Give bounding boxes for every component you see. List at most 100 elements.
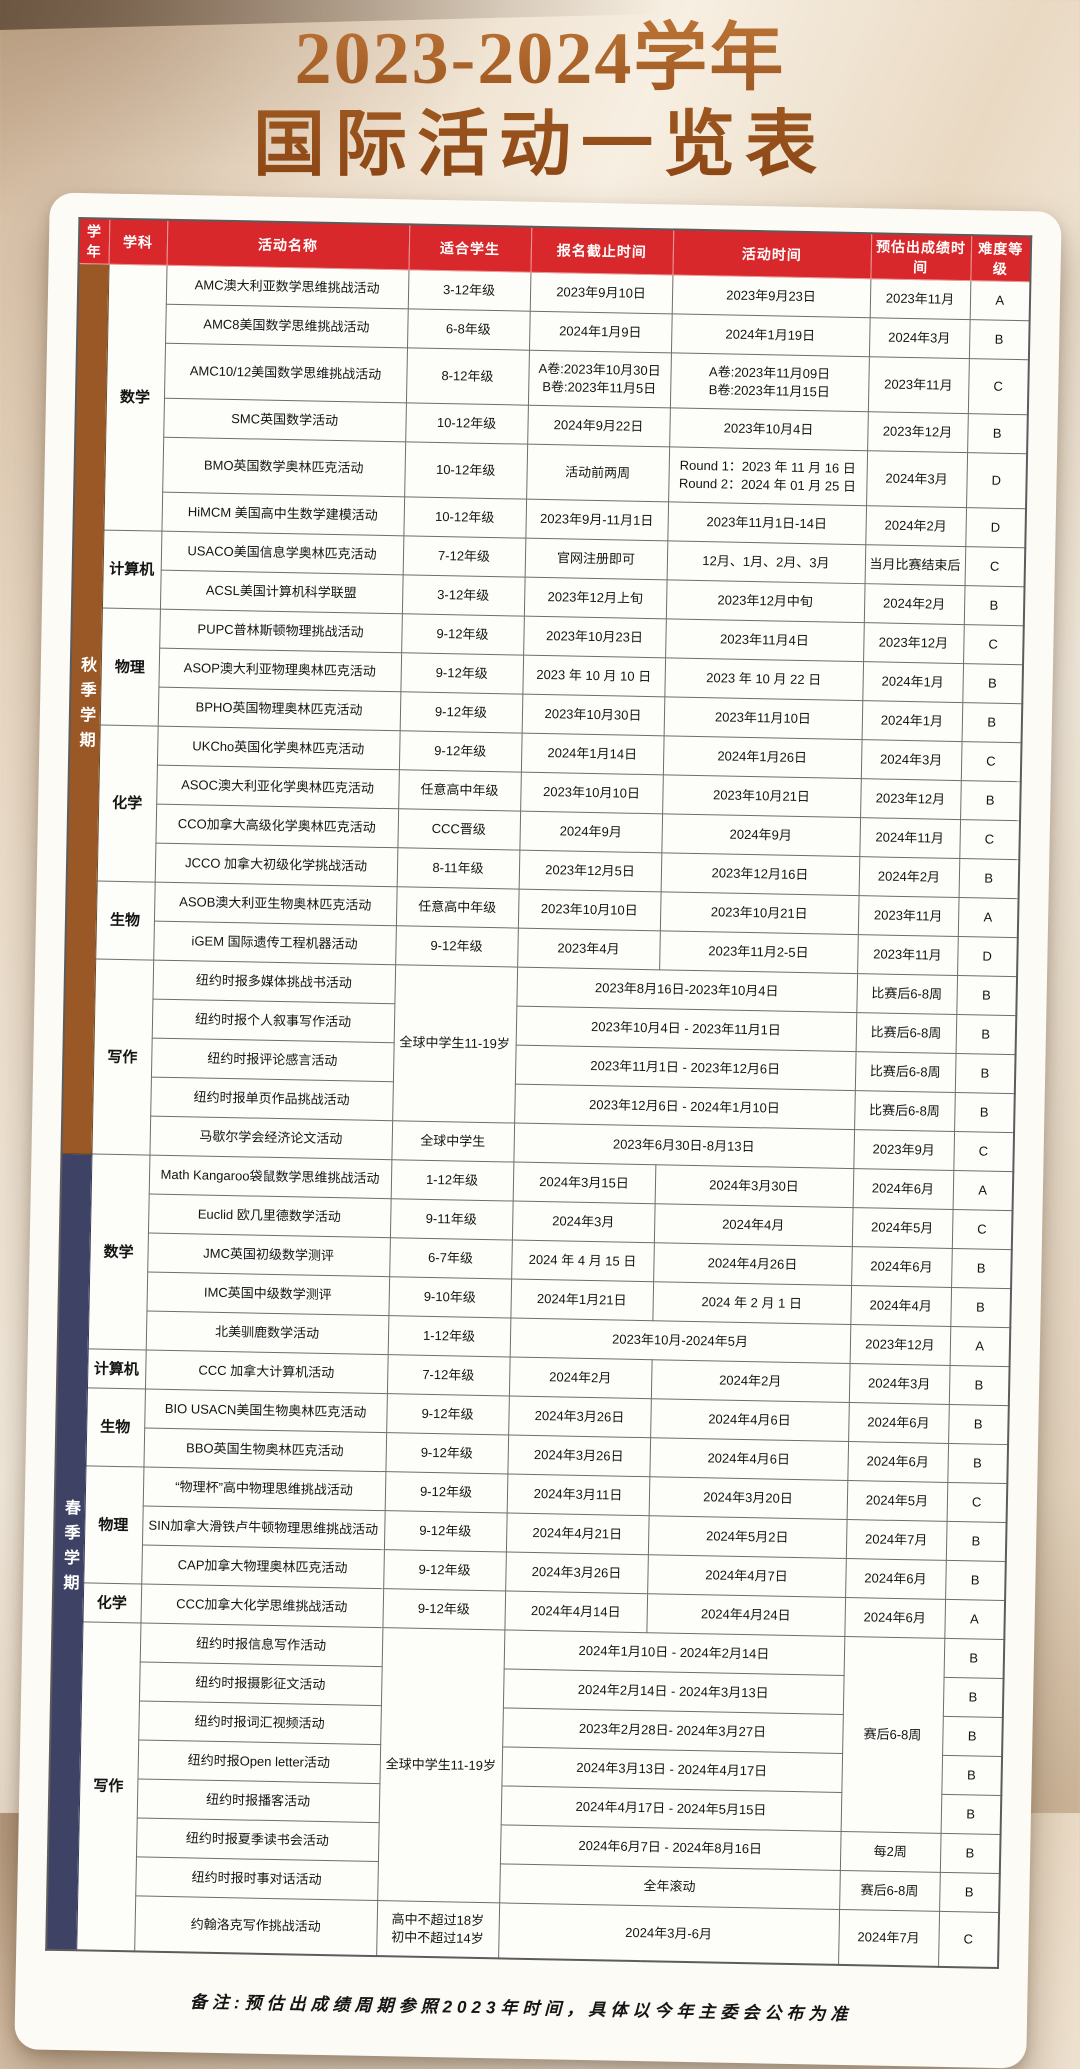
header-results-time: 预估出成绩时间 xyxy=(870,233,972,281)
page-title-line2: 国际活动一览表 xyxy=(252,105,827,185)
cell-results-time: 2023年12月 xyxy=(849,1324,951,1366)
cell-activity-time: 2023年12月16日 xyxy=(660,852,860,896)
cell-results-time: 2024年4月 xyxy=(850,1285,952,1327)
cell-registration-deadline: 2024年1月14日 xyxy=(520,733,664,775)
cell-eligible-students: 全球中学生11-19岁 xyxy=(392,964,518,1124)
cell-results-time: 赛后6-8周 xyxy=(839,1870,940,1912)
cell-activity-time: 2024年4月6日 xyxy=(649,1437,849,1481)
cell-activity-time: Round 1：2023 年 11 月 16 日 Round 2：2024 年 … xyxy=(668,446,868,506)
cell-results-time: 2023年9月 xyxy=(853,1129,955,1171)
cell-difficulty: B xyxy=(956,975,1018,1016)
cell-activity-name: UKCho英国化学奥林匹克活动 xyxy=(156,726,400,770)
cell-activity-time: 2024年4月24日 xyxy=(646,1593,846,1637)
cell-difficulty: B xyxy=(954,1092,1015,1133)
cell-registration-deadline: 2023年12月6日 - 2024年1月10日 xyxy=(514,1084,855,1130)
cell-eligible-students: 3-12年级 xyxy=(407,269,531,312)
cell-difficulty: B xyxy=(955,1014,1017,1055)
cell-eligible-students: 9-12年级 xyxy=(401,613,524,656)
cell-activity-name: CCC 加拿大计算机活动 xyxy=(144,1350,388,1394)
cell-results-time: 2023年11月 xyxy=(857,895,959,937)
cell-registration-deadline: 2024年4月14日 xyxy=(504,1590,648,1633)
cell-difficulty: B xyxy=(939,1833,1001,1874)
cell-difficulty: B xyxy=(954,1053,1016,1094)
cell-results-time: 2023年11月 xyxy=(857,934,958,976)
cell-difficulty: B xyxy=(945,1560,1006,1601)
cell-results-time: 2023年11月 xyxy=(867,356,969,414)
cell-results-time: 赛后6-8周 xyxy=(840,1636,945,1834)
cell-activity-name: Math Kangaroo袋鼠数学思维挑战活动 xyxy=(148,1155,392,1199)
cell-activity-name: AMC澳大利亚数学思维挑战活动 xyxy=(165,265,409,309)
cell-results-time: 2024年6月 xyxy=(847,1441,949,1483)
cell-activity-name: 纽约时报词汇视频活动 xyxy=(138,1700,381,1745)
cell-activity-time: 2023年9月23日 xyxy=(671,274,871,318)
semester-label: 春季学期 xyxy=(60,1498,80,1600)
cell-results-time: 2024年7月 xyxy=(838,1909,940,1967)
cell-activity-name: HiMCM 美国高中生数学建模活动 xyxy=(161,492,405,536)
cell-activity-name: 北美驯鹿数学活动 xyxy=(145,1311,389,1355)
cell-difficulty: B xyxy=(945,1521,1007,1562)
cell-results-time: 2024年6月 xyxy=(851,1246,952,1288)
cell-activity-name: ASOP澳大利亚物理奥林匹克活动 xyxy=(158,648,402,692)
cell-activity-name: “物理杯”高中物理思维挑战活动 xyxy=(142,1466,386,1511)
cell-activity-name: SIN加拿大滑铁卢牛顿物理思维挑战活动 xyxy=(141,1505,385,1550)
cell-subject: 生物 xyxy=(95,880,155,961)
cell-results-time: 2024年1月 xyxy=(861,700,963,742)
cell-registration-deadline: 2023年11月1日 - 2023年12月6日 xyxy=(514,1045,856,1091)
competition-table: 学年 学科 活动名称 适合学生 报名截止时间 活动时间 预估出成绩时间 难度等级 秋季学期 数学… xyxy=(45,217,1033,1970)
cell-difficulty: C xyxy=(960,741,1022,782)
cell-results-time: 2024年5月 xyxy=(851,1207,953,1249)
header-eligible-students: 适合学生 xyxy=(408,224,532,273)
cell-difficulty: B xyxy=(948,1404,1009,1445)
cell-activity-name: 约翰洛克写作挑战活动 xyxy=(134,1895,378,1957)
cell-eligible-students: 9-12年级 xyxy=(400,652,524,695)
cell-activity-time: 2024年4月6日 xyxy=(650,1398,849,1442)
cell-subject: 生物 xyxy=(85,1387,145,1467)
cell-activity-time: 2024年2月 xyxy=(650,1359,850,1403)
cell-subject: 写作 xyxy=(91,958,154,1156)
cell-activity-time: 2023 年 10 月 22 日 xyxy=(664,657,864,701)
cell-difficulty: B xyxy=(939,1872,1000,1913)
cell-activity-name: CAP加拿大物理奥林匹克活动 xyxy=(141,1544,384,1589)
cell-activity-time: 2024年4月 xyxy=(653,1203,853,1247)
cell-registration-deadline: 2023年10月-2024年5月 xyxy=(509,1318,851,1364)
cell-difficulty: B xyxy=(958,858,1020,899)
cell-results-time: 当月比赛结束后 xyxy=(864,544,966,586)
cell-results-time: 2024年3月 xyxy=(848,1363,950,1405)
cell-registration-deadline: 2023年8月16日-2023年10月4日 xyxy=(516,967,858,1013)
cell-activity-time: 2024年4月7日 xyxy=(647,1554,846,1598)
cell-subject: 化学 xyxy=(96,725,158,883)
footnote: 备注:预估出成绩周期参照2023年时间，具体以今年主委会公布为准 xyxy=(189,1992,853,2025)
cell-results-time: 比赛后6-8周 xyxy=(855,1012,957,1054)
cell-results-time: 2024年6月 xyxy=(852,1168,954,1210)
cell-registration-deadline: 2023年9月-11月1日 xyxy=(525,499,669,541)
cell-results-time: 2024年2月 xyxy=(858,856,960,898)
header-activity-name: 活动名称 xyxy=(166,219,410,270)
cell-activity-time: 2023年10月4日 xyxy=(669,407,868,451)
cell-activity-name: 纽约时报个人叙事写作活动 xyxy=(151,999,395,1043)
cell-registration-deadline: 全年滚动 xyxy=(499,1863,840,1910)
cell-activity-name: BMO英国数学奥林匹克活动 xyxy=(162,437,406,497)
cell-eligible-students: 8-12年级 xyxy=(405,347,529,406)
cell-difficulty: D xyxy=(966,452,1028,509)
cell-subject: 物理 xyxy=(83,1465,144,1584)
cell-activity-time: 2023年11月1日-14日 xyxy=(667,501,867,545)
cell-activity-name: CCC加拿大化学思维挑战活动 xyxy=(140,1583,384,1628)
cell-registration-deadline: 2024年1月21日 xyxy=(510,1279,654,1321)
cell-activity-name: 纽约时报评论感言活动 xyxy=(150,1038,394,1082)
cell-difficulty: B xyxy=(963,585,1025,626)
cell-activity-time: A卷:2023年11月09日 B卷:2023年11月15日 xyxy=(669,352,869,412)
cell-activity-time: 2024年1月19日 xyxy=(670,313,870,357)
page-title: 2023-2024学年 国际活动一览表 xyxy=(0,0,1080,188)
cell-results-time: 2024年7月 xyxy=(845,1519,947,1561)
header-difficulty: 难度等级 xyxy=(970,235,1032,282)
cell-difficulty: A xyxy=(944,1599,1006,1640)
header-activity-time: 活动时间 xyxy=(672,229,872,279)
cell-difficulty: C xyxy=(964,546,1026,587)
cell-results-time: 2024年5月 xyxy=(846,1480,948,1522)
cell-eligible-students: 任意高中年级 xyxy=(395,886,519,929)
cell-difficulty: B xyxy=(967,413,1028,454)
cell-activity-name: ACSL美国计算机科学联盟 xyxy=(159,570,403,614)
cell-eligible-students: 10-12年级 xyxy=(404,441,528,500)
cell-registration-deadline: 2023年12月上旬 xyxy=(523,577,667,619)
cell-difficulty: C xyxy=(963,624,1024,665)
